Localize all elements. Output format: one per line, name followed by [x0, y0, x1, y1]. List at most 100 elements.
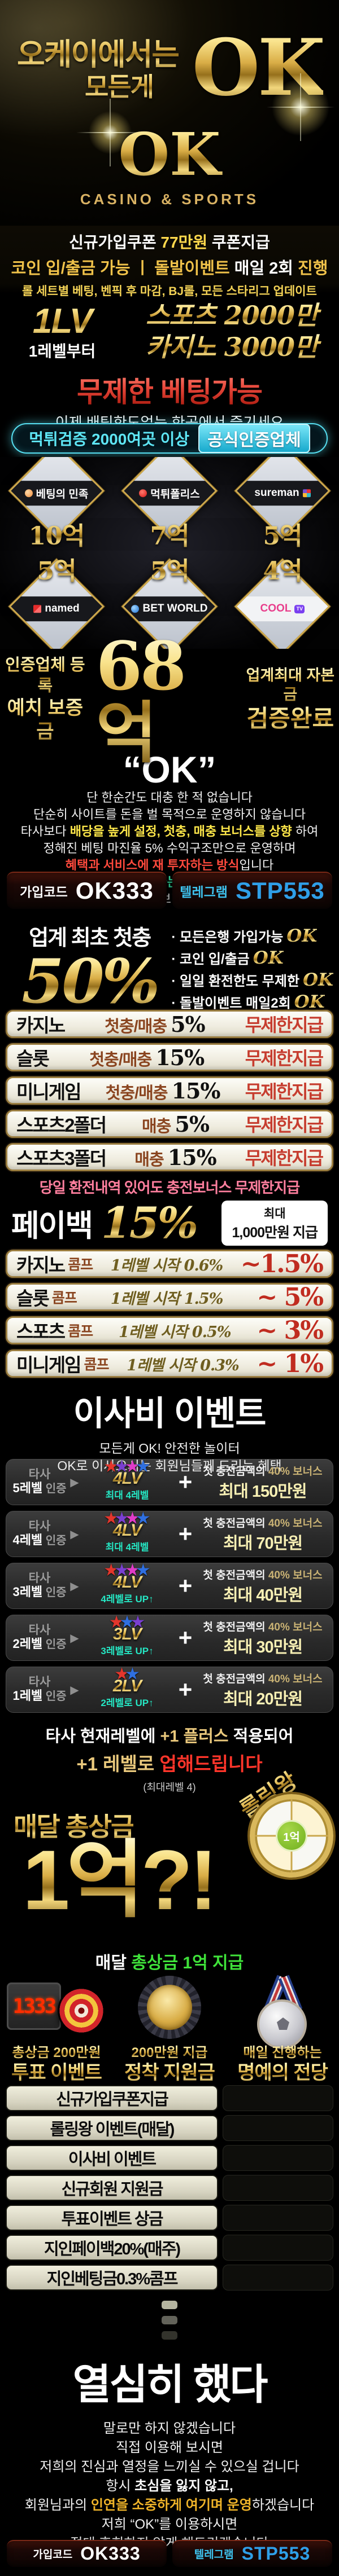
ok-badge: OK — [294, 992, 325, 1012]
level-sub: 2레벨로 UP↑ — [101, 1698, 154, 1708]
plus-note-line2: +1 레벨로 업해드립니다 — [76, 1753, 263, 1774]
payback-percent: 15% — [101, 1197, 198, 1248]
arrow-right-icon: ▶ — [70, 1632, 79, 1645]
benefit-name: 신규회원 지원금 — [6, 2175, 218, 2201]
benefit-name: 이사비 이벤트 — [6, 2145, 218, 2171]
site-logo-text: 먹튀폴리스 — [150, 488, 200, 500]
first-charge-bullets: · 모든은행 가입가능 OK · 코인 입/출금 OK · 일일 환전한도 무제한 O… — [171, 920, 333, 1012]
arrow-right-icon: ▶ — [70, 1683, 79, 1696]
site-deposit-amount: 5억 — [226, 516, 339, 552]
registered-label: 인증업체 등록 — [0, 655, 90, 696]
comp-detail: 1레벨 시작 1.5% — [110, 1290, 224, 1308]
gold-emblem-icon — [113, 1972, 226, 2045]
benefit-value: 1억원 — [223, 2115, 333, 2141]
rate-name: 카지노 — [16, 1015, 66, 1036]
level-value: 3LV — [82, 1625, 172, 1644]
prize-caption-small: 200만원 지급 — [113, 2045, 226, 2061]
comp-bar-casino: 카지노 콤프 1레벨 시작 0.6% ~1.5% — [6, 1250, 333, 1278]
join-code-button[interactable]: 가입코드 OK333 — [7, 871, 167, 909]
closing-message-section: 열심히 했다 말로만 하지 않겠습니다 직접 이용해 보시면 저희의 진심과 열… — [0, 2345, 339, 2551]
bullet-item: · 돌발이벤트 매일2회 OK — [171, 992, 325, 1012]
comp-tag: 콤프 — [68, 1324, 93, 1339]
level-sub: 3레벨로 UP↑ — [101, 1646, 154, 1656]
telegram-button[interactable]: 텔레그램 STP553 — [172, 871, 332, 909]
first-charge-left: 업계 최초 첫충 50% — [8, 920, 171, 1012]
other-site-level: 타사 2레벨 인증 — [12, 1623, 67, 1651]
casino-limit-text: 카지노 3000만 — [124, 332, 339, 363]
join-code-label: 가입코드 — [33, 2549, 73, 2561]
rate-detail: 매충 5% — [141, 1111, 210, 1137]
other-site-level: 타사 1레벨 인증 — [12, 1675, 67, 1703]
benefit-name: 지인페이백20%(매주) — [6, 2235, 218, 2261]
level-banner-section: 1LV 1레벨부터 스포츠 2000만 카지노 3000만 — [0, 293, 339, 370]
comp-name: 스포츠 — [16, 1321, 66, 1342]
arrow-right-icon: ▶ — [70, 1528, 79, 1541]
level-sub: 4레벨로 UP↑ — [101, 1594, 154, 1604]
site-logo-banner: 먹튀폴리스 — [121, 481, 218, 506]
intro-line1: 신규가입쿠폰 77만원 쿠폰지급 — [69, 234, 270, 251]
site-logo-text: BET WORLD — [142, 603, 208, 615]
unlimited-betting-title: 무제한 베팅가능 — [0, 370, 339, 410]
prize-hall-of-fame: 매일 진행하는 명예의 전당 — [226, 1972, 339, 2085]
benefit-name: 신규가입쿠폰지급 — [6, 2085, 218, 2111]
level-sub: 최대 4레벨 — [105, 1490, 149, 1501]
level-badge-subtitle: 1레벨부터 — [28, 342, 96, 360]
telegram-label: 텔레그램 — [180, 884, 228, 899]
payback-max-value: 1,000만원 지급 — [232, 1224, 318, 1241]
led-scoreboard-dartboard-icon: 1333 — [0, 1972, 113, 2045]
monthly-prize-amount: 1억?! — [23, 1835, 316, 1925]
prize-caption-small: 총상금 200만원 — [0, 2045, 113, 2061]
rate-note: 무제한지급 — [245, 1115, 324, 1135]
first-charge-section: 업계 최초 첫충 50% · 모든은행 가입가능 OK · 코인 입/출금 OK ·… — [0, 917, 339, 1012]
quote-line: 단 한순간도 대충 한 적 없습니다 — [86, 790, 253, 805]
level-badge: 1LV — [0, 301, 124, 341]
prize-events-section: 1333 총상금 200만원 투표 이벤트 200만원 지급 정착 지원금 매일… — [0, 1972, 339, 2085]
telegram-value: STP553 — [235, 877, 325, 904]
benefit-value: 150만원 — [223, 2145, 333, 2171]
comp-name: 슬롯 — [16, 1288, 50, 1309]
named-zigzag-icon — [33, 605, 42, 613]
rate-detail: 첫충/매충 15% — [105, 1078, 221, 1104]
closing-line: 저희의 진심과 열정을 느끼실 수 있으실 겁니다 — [40, 2459, 299, 2474]
plus-note-line1: 타사 현재레벨에 +1 플러스 적용되어 — [45, 1727, 294, 1746]
rate-note: 무제한지급 — [245, 1015, 324, 1035]
comp-name: 카지노 — [16, 1255, 66, 1276]
level-result: 4LV 최대 4레벨 — [82, 1515, 172, 1553]
site-deposit-amount: 5억 — [113, 551, 226, 587]
join-code-value: OK333 — [75, 877, 154, 904]
moving-event-section: 이사비 이벤트 모든게 OK! 안전한 놀이터 OK로 이사오시는 회원님들께 … — [0, 1383, 339, 1473]
closing-line: 말로만 하지 않겠습니다 — [103, 2421, 236, 2436]
bonus-info: 첫 충전금액의 40% 보너스 최대 30만원 — [203, 1621, 323, 1656]
join-code-label: 가입코드 — [20, 884, 68, 899]
ok-quote-section: “OK” 단 한순간도 대충 한 적 없습니다 단순히 사이트를 돈을 벌 목적… — [0, 750, 339, 906]
monthly-prize-subtitle: 매달 총상금 1억 지급 — [95, 1954, 244, 1972]
code-buttons-section: 가입코드 OK333 텔레그램 STP553 — [0, 863, 339, 917]
level-result: 4LV 최대 4레벨 — [82, 1463, 172, 1501]
rate-name: 스포츠2폴더 — [16, 1115, 107, 1136]
sports-medal-icon — [226, 1972, 339, 2049]
level-result: 3LV 3레벨로 UP↑ — [82, 1619, 172, 1657]
telegram-button[interactable]: 텔레그램 STP553 — [172, 2539, 332, 2567]
site-logo-text: COOL — [260, 603, 292, 615]
rate-detail: 첫충/매충 5% — [105, 1011, 205, 1037]
rate-name: 슬롯 — [16, 1048, 50, 1069]
closing-line: 직접 이용해 보시면 — [116, 2440, 223, 2455]
rate-bar-slot: 슬롯 첫충/매충 15% 무제한지급 — [6, 1043, 333, 1071]
first-charge-percent: 50% — [8, 951, 171, 1012]
level-value: 2LV — [82, 1677, 172, 1696]
rate-bar-minigame: 미니게임 첫충/매충 15% 무제한지급 — [6, 1076, 333, 1105]
ok-badge: OK — [286, 926, 318, 946]
rate-note: 무제한지급 — [245, 1148, 324, 1168]
level-sub: 최대 4레벨 — [105, 1542, 149, 1553]
comp-detail: 1레벨 시작 0.6% — [110, 1256, 224, 1274]
intro-line2: 코인 입/출금 가능 ㅣ 돌발이벤트 매일 2회 진행 — [11, 260, 328, 278]
table-row: 지인베팅금0.3%콤프평생지급 — [6, 2265, 333, 2291]
dot-icon — [162, 2331, 177, 2340]
benefit-value: 200만원 — [223, 2205, 333, 2231]
join-code-button[interactable]: 가입코드 OK333 — [7, 2539, 167, 2567]
pinwheel-icon — [302, 489, 311, 498]
industry-max-label: 업계최대 자본금 — [242, 666, 339, 705]
